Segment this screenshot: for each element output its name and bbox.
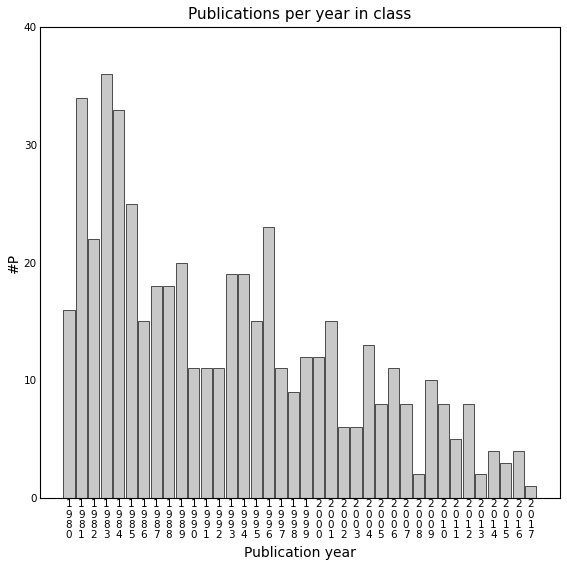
Bar bbox=[201, 369, 212, 498]
Bar bbox=[138, 321, 150, 498]
Bar bbox=[226, 274, 237, 498]
X-axis label: Publication year: Publication year bbox=[244, 546, 356, 560]
Y-axis label: #P: #P bbox=[7, 252, 21, 273]
Bar bbox=[413, 475, 424, 498]
Bar bbox=[450, 439, 462, 498]
Bar bbox=[375, 404, 387, 498]
Bar bbox=[176, 263, 187, 498]
Bar bbox=[163, 286, 175, 498]
Bar bbox=[88, 239, 99, 498]
Bar bbox=[525, 486, 536, 498]
Bar bbox=[288, 392, 299, 498]
Bar bbox=[76, 98, 87, 498]
Bar bbox=[126, 204, 137, 498]
Bar bbox=[151, 286, 162, 498]
Bar bbox=[276, 369, 287, 498]
Bar bbox=[463, 404, 474, 498]
Bar bbox=[113, 109, 124, 498]
Bar bbox=[101, 74, 112, 498]
Bar bbox=[363, 345, 374, 498]
Bar bbox=[251, 321, 262, 498]
Bar bbox=[400, 404, 412, 498]
Title: Publications per year in class: Publications per year in class bbox=[188, 7, 412, 22]
Bar bbox=[64, 310, 74, 498]
Bar bbox=[238, 274, 249, 498]
Bar bbox=[313, 357, 324, 498]
Bar bbox=[263, 227, 274, 498]
Bar bbox=[500, 463, 511, 498]
Bar bbox=[325, 321, 337, 498]
Bar bbox=[301, 357, 312, 498]
Bar bbox=[488, 451, 499, 498]
Bar bbox=[388, 369, 399, 498]
Bar bbox=[213, 369, 225, 498]
Bar bbox=[475, 475, 486, 498]
Bar bbox=[188, 369, 200, 498]
Bar bbox=[425, 380, 437, 498]
Bar bbox=[338, 428, 349, 498]
Bar bbox=[350, 428, 362, 498]
Bar bbox=[513, 451, 524, 498]
Bar bbox=[438, 404, 449, 498]
